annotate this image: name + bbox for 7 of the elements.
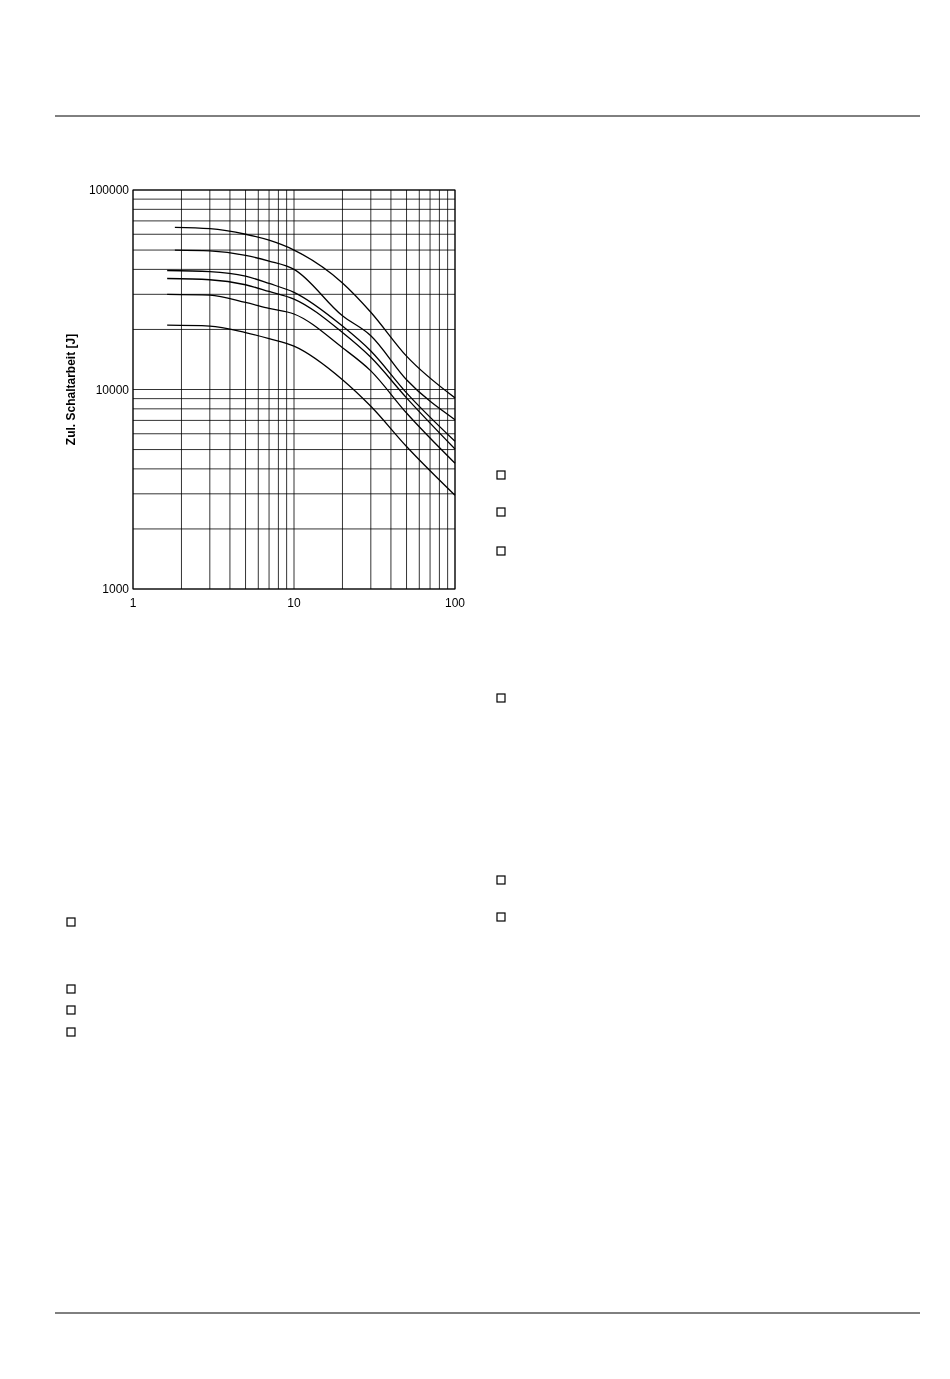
y-axis-title: Zul. Schaltarbeit [J] xyxy=(64,333,78,446)
y-tick-label: 1000 xyxy=(102,582,130,596)
x-tick-label: 10 xyxy=(287,596,301,610)
y-tick-label: 10000 xyxy=(95,382,130,397)
x-tick-label: 100 xyxy=(444,596,466,610)
x-tick-label: 1 xyxy=(129,596,137,610)
y-tick-label: 100000 xyxy=(88,183,130,197)
